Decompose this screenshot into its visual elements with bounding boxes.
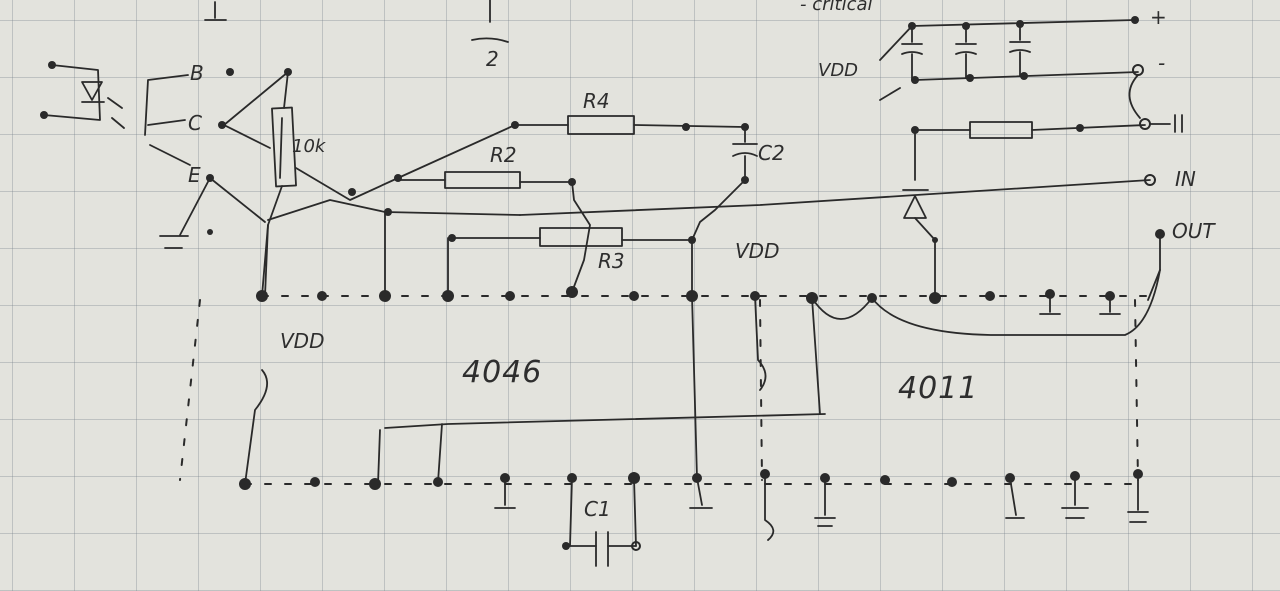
resistor-r2 [395, 171, 591, 293]
wires-chip-link [244, 224, 826, 485]
capacitor-c1 [562, 477, 641, 567]
label-e: E [188, 163, 201, 187]
chip-side-edges [179, 299, 1139, 481]
potentiometer-10k [209, 68, 297, 297]
ground-symbols-bottom [494, 473, 1149, 541]
resistor-r4 [514, 115, 749, 135]
capacitor-c2 [688, 126, 758, 297]
label-chip-4046: 4046 [462, 355, 542, 390]
label-r3: R3 [598, 249, 625, 273]
pins-top-row [256, 286, 1115, 304]
label-chip-4011: 4011 [898, 371, 978, 406]
label-r4: R4 [583, 89, 610, 113]
capacitor-bank [879, 16, 1144, 119]
wire-in [519, 174, 1156, 216]
ground-symbol-left [159, 177, 213, 249]
label-c2: C2 [758, 141, 785, 165]
label-pot: 10k [292, 136, 327, 157]
label-vdd-top: VDD [818, 60, 858, 81]
ground-symbols-4011-top [1039, 293, 1121, 315]
label-vdd-left: VDD [280, 329, 324, 353]
label-c1: C1 [584, 497, 611, 521]
top-fragments [204, 0, 509, 43]
label-in: IN [1175, 167, 1196, 191]
led-symbol [40, 61, 125, 129]
pins-bottom-row [239, 469, 1143, 490]
resistor-top-right [914, 114, 1183, 139]
label-c: C [188, 111, 202, 135]
out-terminal [811, 229, 1165, 336]
label-minus: - [1158, 51, 1165, 75]
diode [902, 126, 938, 299]
label-top-fragment: - critical [800, 0, 873, 15]
label-vdd-mid: VDD [735, 239, 779, 263]
label-out: OUT [1172, 219, 1216, 243]
label-plus: + [1150, 5, 1167, 29]
label-b: B [190, 61, 204, 85]
resistor-r3 [447, 227, 693, 297]
label-num-2: 2 [486, 47, 499, 71]
label-r2: R2 [490, 143, 517, 167]
